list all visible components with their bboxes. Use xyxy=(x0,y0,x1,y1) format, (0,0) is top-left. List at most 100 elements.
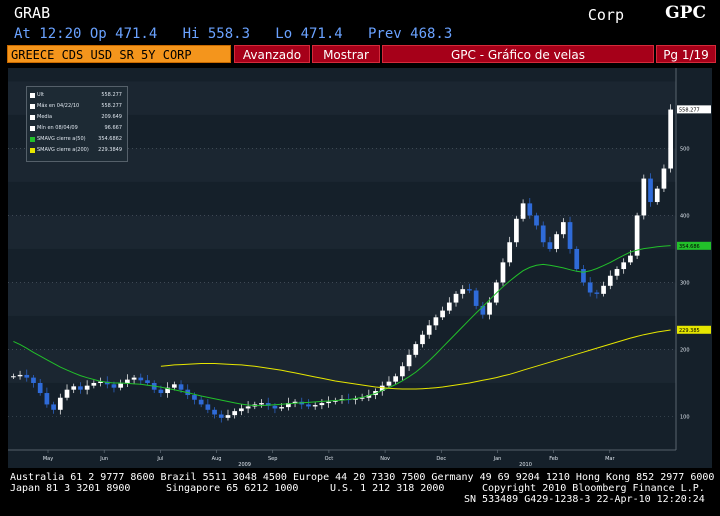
candle-body xyxy=(460,289,466,294)
candle-body xyxy=(225,415,231,418)
candle-body xyxy=(379,385,385,392)
candle-body xyxy=(406,354,412,367)
candle-body xyxy=(292,401,298,404)
candle-body xyxy=(84,385,90,390)
legend-swatch xyxy=(30,137,35,142)
legend-label: Máx en 04/22/10 xyxy=(37,103,80,109)
footer-serial: SN 533489 G429-1238-3 22-Apr-10 12:20:24 xyxy=(464,494,705,505)
candle-body xyxy=(272,405,278,409)
candle-body xyxy=(581,269,586,283)
year-label: 2009 xyxy=(238,462,251,468)
candle-body xyxy=(520,203,526,219)
candle-body xyxy=(306,404,311,407)
last-value-tag xyxy=(677,105,711,114)
candle-body xyxy=(601,285,606,294)
candle-body xyxy=(111,384,117,388)
x-tick-label: Sep xyxy=(268,456,277,462)
candle-body xyxy=(400,366,405,377)
show-button[interactable]: Mostrar xyxy=(312,45,380,63)
year-label: 2010 xyxy=(519,462,532,468)
sma200-line xyxy=(160,329,671,390)
y-tick-label: 300 xyxy=(680,280,690,286)
candle-body xyxy=(31,377,36,383)
chart-band xyxy=(8,248,676,283)
candle-body xyxy=(64,389,70,398)
security-field[interactable]: GREECE CDS USD SR 5Y CORP xyxy=(7,45,231,63)
market-sector-label[interactable]: Corp xyxy=(587,6,624,24)
legend-value: 354.6862 xyxy=(98,136,122,142)
legend-row: Mín en 08/04/09 96.667 xyxy=(30,124,124,132)
candle-body xyxy=(567,222,573,249)
candle-body xyxy=(534,215,539,226)
candle-body xyxy=(527,203,533,216)
last-value-label: 354.686 xyxy=(679,244,700,250)
x-tick-label: Oct xyxy=(325,456,334,462)
candle-body xyxy=(145,380,150,383)
candle-body xyxy=(359,397,365,399)
y-tick-label: 100 xyxy=(680,414,690,420)
candle-body xyxy=(607,275,613,286)
x-tick-label: Jun xyxy=(99,456,108,462)
candle-body xyxy=(138,377,144,381)
legend-label: SMAVG cierre a(50) xyxy=(37,136,86,142)
legend-label: SMAVG cierre a(200) xyxy=(37,147,89,153)
legend-swatch xyxy=(30,115,35,120)
candle-body xyxy=(560,222,566,235)
candle-body xyxy=(239,408,244,412)
candle-body xyxy=(366,395,372,398)
footer-copyright: Copyright 2010 Bloomberg Finance L.P. xyxy=(482,483,705,494)
chart-legend[interactable]: Ult 558.277 Máx en 04/22/10 558.277 Media 209… xyxy=(26,86,128,162)
candle-body xyxy=(514,218,519,243)
chart-band xyxy=(8,215,676,249)
candle-body xyxy=(104,381,110,385)
candle-body xyxy=(171,384,177,388)
candle-body xyxy=(259,403,264,405)
legend-row: SMAVG cierre a(200) 229.3849 xyxy=(30,146,124,154)
chart-band xyxy=(8,282,676,316)
candle-body xyxy=(661,168,667,189)
x-tick-label: Aug xyxy=(212,456,222,462)
x-tick-label: Dec xyxy=(436,456,446,462)
chart-band xyxy=(8,349,676,383)
legend-value: 209.649 xyxy=(101,114,122,120)
footer: Australia 61 2 9777 8600 Brazil 5511 304… xyxy=(0,470,720,516)
legend-swatch xyxy=(30,93,35,98)
last-value-tag xyxy=(677,241,711,250)
candle-body xyxy=(125,379,130,384)
candle-body xyxy=(634,215,640,256)
candle-body xyxy=(279,407,284,409)
candle-body xyxy=(554,234,559,249)
x-tick-label: May xyxy=(43,456,53,462)
candle-body xyxy=(587,282,593,293)
candle-body xyxy=(326,401,331,404)
last-value-tag xyxy=(677,325,711,334)
legend-label: Mín en 08/04/09 xyxy=(37,125,78,131)
candle-body xyxy=(574,248,580,270)
x-tick-label: Feb xyxy=(549,456,558,462)
candle-body xyxy=(386,381,392,386)
candlestick-chart[interactable]: 100 200 300 400 500 May Jun Jul Aug Sep Oct Nov Dec J… xyxy=(8,68,712,468)
page-indicator[interactable]: Pg 1/19 xyxy=(656,45,716,63)
candle-body xyxy=(17,374,23,377)
candle-body xyxy=(51,404,56,410)
ticker-label: GRAB xyxy=(14,4,51,22)
candle-body xyxy=(654,188,660,203)
candle-body xyxy=(487,302,492,315)
candle-body xyxy=(265,403,271,406)
chart-band xyxy=(8,181,676,216)
candle-body xyxy=(547,242,553,249)
candle-body xyxy=(165,387,170,394)
candle-body xyxy=(218,414,224,418)
y-tick-label: 200 xyxy=(680,347,690,353)
candle-body xyxy=(420,334,425,345)
candle-body xyxy=(500,262,506,283)
x-tick-label: Jan xyxy=(493,456,502,462)
candle-body xyxy=(446,302,452,311)
candle-body xyxy=(507,242,513,263)
advanced-button[interactable]: Avanzado xyxy=(234,45,310,63)
candle-body xyxy=(668,109,673,169)
candle-body xyxy=(332,400,338,402)
chart-band xyxy=(8,68,676,82)
y-tick-label: 500 xyxy=(680,146,690,152)
legend-label: Media xyxy=(37,114,53,120)
